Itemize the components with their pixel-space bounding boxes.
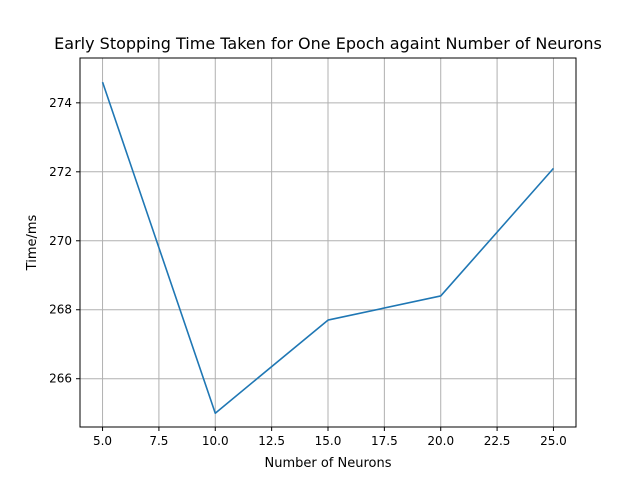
x-tick-label: 17.5 xyxy=(371,434,398,448)
y-axis: 266 268 270 272 274 xyxy=(49,96,80,386)
x-axis: 5.0 7.5 10.0 12.5 15.0 17.5 20.0 22.5 25.0 xyxy=(93,427,567,448)
grid xyxy=(80,58,576,427)
x-tick-label: 15.0 xyxy=(315,434,342,448)
x-tick-label: 20.0 xyxy=(427,434,454,448)
y-tick-label: 268 xyxy=(49,303,72,317)
x-tick-label: 25.0 xyxy=(540,434,567,448)
y-tick-label: 272 xyxy=(49,165,72,179)
x-tick-label: 5.0 xyxy=(93,434,112,448)
series-line xyxy=(101,81,555,415)
y-tick-label: 274 xyxy=(49,96,72,110)
x-tick-label: 7.5 xyxy=(149,434,168,448)
series-layer xyxy=(101,81,555,415)
y-tick-label: 266 xyxy=(49,372,72,386)
x-tick-label: 12.5 xyxy=(258,434,285,448)
y-axis-label: Time/ms xyxy=(25,214,40,271)
x-axis-label: Number of Neurons xyxy=(264,456,391,471)
x-tick-label: 22.5 xyxy=(484,434,511,448)
chart-title: Early Stopping Time Taken for One Epoch … xyxy=(54,34,602,53)
x-tick-label: 10.0 xyxy=(202,434,229,448)
y-tick-label: 270 xyxy=(49,234,72,248)
